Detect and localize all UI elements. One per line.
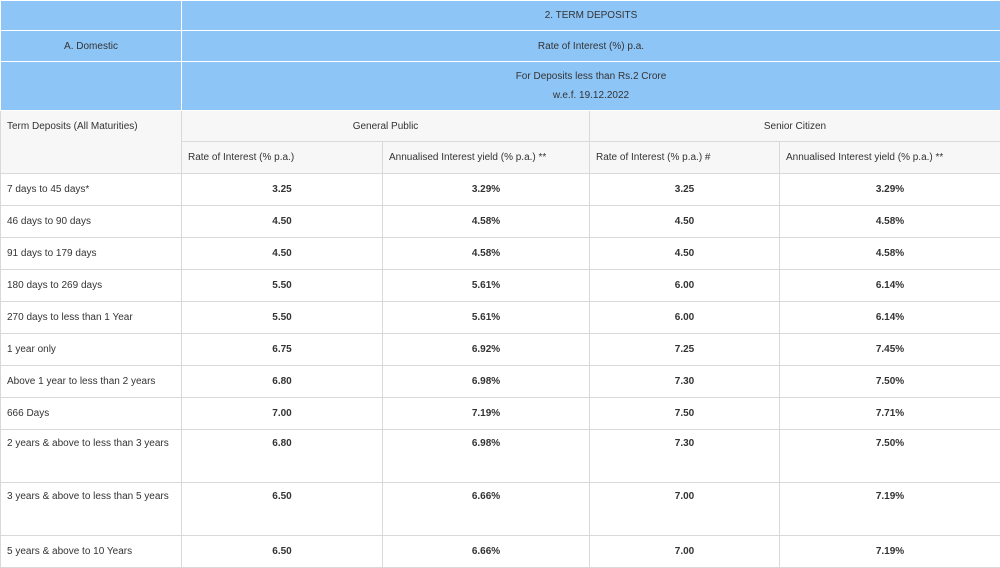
gp-rate-cell: 6.80: [182, 430, 383, 483]
section-title-row: 2. TERM DEPOSITS: [1, 1, 1000, 31]
gp-rate-cell: 7.00: [182, 398, 383, 430]
gp-rate-cell: 3.25: [182, 174, 383, 206]
gp-yield-cell: 4.58%: [383, 238, 590, 270]
gp-yield-header: Annualised Interest yield (% p.a.) **: [383, 142, 590, 174]
term-cell: Above 1 year to less than 2 years: [1, 366, 182, 398]
sc-rate-header: Rate of Interest (% p.a.) #: [590, 142, 780, 174]
gp-yield-cell: 5.61%: [383, 302, 590, 334]
term-cell: 46 days to 90 days: [1, 206, 182, 238]
gp-rate-cell: 5.50: [182, 270, 383, 302]
rate-label-row: A. Domestic Rate of Interest (%) p.a.: [1, 31, 1000, 62]
sc-rate-cell: 7.30: [590, 430, 780, 483]
sc-yield-cell: 4.58%: [780, 238, 1000, 270]
sc-rate-cell: 7.00: [590, 483, 780, 536]
deposit-note-line1: For Deposits less than Rs.2 Crore: [188, 67, 994, 86]
sc-rate-cell: 6.00: [590, 302, 780, 334]
sc-rate-cell: 7.30: [590, 366, 780, 398]
gp-yield-cell: 6.98%: [383, 366, 590, 398]
section-title: 2. TERM DEPOSITS: [182, 1, 1000, 31]
term-cell: 666 Days: [1, 398, 182, 430]
sc-yield-cell: 7.71%: [780, 398, 1000, 430]
rate-label: Rate of Interest (%) p.a.: [182, 31, 1000, 62]
gp-rate-cell: 4.50: [182, 206, 383, 238]
term-column-header: Term Deposits (All Maturities): [1, 111, 182, 174]
sc-yield-header: Annualised Interest yield (% p.a.) **: [780, 142, 1000, 174]
empty-blue-cell: [1, 62, 182, 111]
gp-yield-cell: 7.19%: [383, 398, 590, 430]
term-cell: 180 days to 269 days: [1, 270, 182, 302]
general-public-header: General Public: [182, 111, 590, 142]
group-header-row: Term Deposits (All Maturities) General P…: [1, 111, 1000, 142]
deposit-note-line2: w.e.f. 19.12.2022: [188, 86, 994, 105]
gp-yield-cell: 6.92%: [383, 334, 590, 366]
sc-yield-cell: 4.58%: [780, 206, 1000, 238]
sc-yield-cell: 3.29%: [780, 174, 1000, 206]
sc-rate-cell: 4.50: [590, 238, 780, 270]
domestic-label: A. Domestic: [1, 31, 182, 62]
term-cell: 91 days to 179 days: [1, 238, 182, 270]
senior-citizen-header: Senior Citizen: [590, 111, 1000, 142]
term-cell: 3 years & above to less than 5 years: [1, 483, 182, 536]
deposit-note-row: For Deposits less than Rs.2 Crore w.e.f.…: [1, 62, 1000, 111]
gp-yield-cell: 6.98%: [383, 430, 590, 483]
gp-rate-header: Rate of Interest (% p.a.): [182, 142, 383, 174]
sc-yield-cell: 7.45%: [780, 334, 1000, 366]
gp-rate-cell: 6.50: [182, 483, 383, 536]
term-cell: 270 days to less than 1 Year: [1, 302, 182, 334]
sc-rate-cell: 6.00: [590, 270, 780, 302]
sc-yield-cell: 7.19%: [780, 483, 1000, 536]
gp-rate-cell: 5.50: [182, 302, 383, 334]
gp-yield-cell: 3.29%: [383, 174, 590, 206]
sc-rate-cell: 4.50: [590, 206, 780, 238]
sc-yield-cell: 7.50%: [780, 366, 1000, 398]
gp-yield-cell: 4.58%: [383, 206, 590, 238]
gp-yield-cell: 6.66%: [383, 483, 590, 536]
corner-cell: [1, 1, 182, 31]
gp-rate-cell: 6.75: [182, 334, 383, 366]
sc-yield-cell: 6.14%: [780, 270, 1000, 302]
gp-yield-cell: 5.61%: [383, 270, 590, 302]
gp-rate-cell: 6.80: [182, 366, 383, 398]
term-cell: 2 years & above to less than 3 years: [1, 430, 182, 483]
sc-rate-cell: 7.50: [590, 398, 780, 430]
sc-rate-cell: 3.25: [590, 174, 780, 206]
term-cell: 7 days to 45 days*: [1, 174, 182, 206]
sc-yield-cell: 6.14%: [780, 302, 1000, 334]
gp-rate-cell: 4.50: [182, 238, 383, 270]
sc-rate-cell: 7.25: [590, 334, 780, 366]
term-cell: 1 year only: [1, 334, 182, 366]
sc-yield-cell: 7.50%: [780, 430, 1000, 483]
deposit-note: For Deposits less than Rs.2 Crore w.e.f.…: [182, 62, 1000, 111]
